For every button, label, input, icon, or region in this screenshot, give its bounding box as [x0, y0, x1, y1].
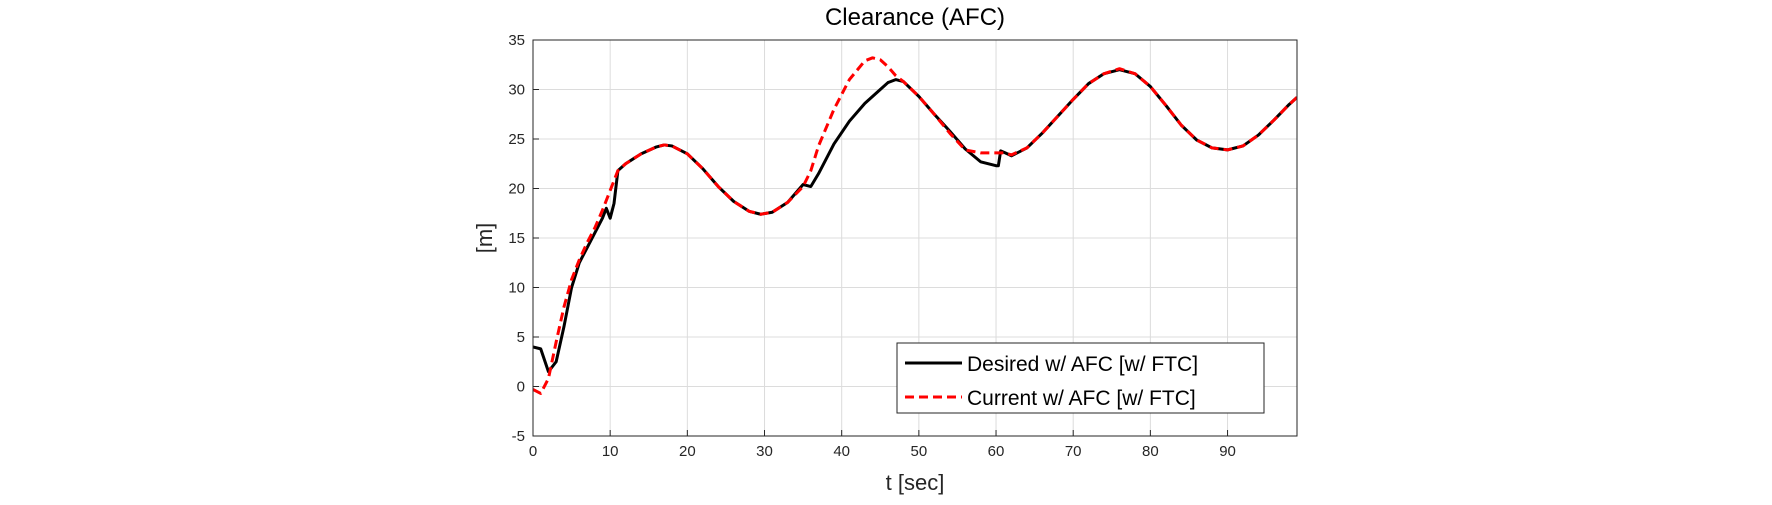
x-tick-label-0: 0 [529, 443, 537, 460]
y-tick-label-3: 10 [508, 280, 525, 297]
y-axis-label: [m] [472, 223, 497, 254]
series-line-0 [533, 68, 1297, 374]
chart-legend: Desired w/ AFC [w/ FTC] Current w/ AFC [… [896, 342, 1265, 414]
legend-box [896, 342, 1265, 414]
y-tick-label-1: 0 [517, 379, 525, 396]
y-tick-label-5: 20 [508, 181, 525, 198]
x-tick-label-5: 50 [911, 443, 928, 460]
y-tick-label-6: 25 [508, 131, 525, 148]
x-tick-label-1: 10 [602, 443, 619, 460]
x-tick-label-7: 70 [1065, 443, 1082, 460]
legend-label-current: Current w/ AFC [w/ FTC] [967, 387, 1196, 410]
series-lines [533, 56, 1297, 395]
y-tick-label-2: 5 [517, 329, 525, 346]
y-tick-label-4: 15 [508, 230, 525, 247]
series-line-1 [533, 56, 1297, 395]
x-axis-label: t [sec] [886, 470, 945, 495]
y-tick-label-8: 35 [508, 32, 525, 49]
x-tick-label-3: 30 [756, 443, 773, 460]
legend-label-desired: Desired w/ AFC [w/ FTC] [967, 353, 1198, 376]
y-tick-label-7: 30 [508, 82, 525, 99]
chart-title: Clearance (AFC) [825, 4, 1005, 31]
y-tick-label-0: -5 [512, 428, 525, 445]
x-tick-label-2: 20 [679, 443, 696, 460]
x-tick-label-4: 40 [833, 443, 850, 460]
x-tick-label-9: 90 [1219, 443, 1236, 460]
x-tick-label-6: 60 [988, 443, 1005, 460]
x-tick-label-8: 80 [1142, 443, 1159, 460]
